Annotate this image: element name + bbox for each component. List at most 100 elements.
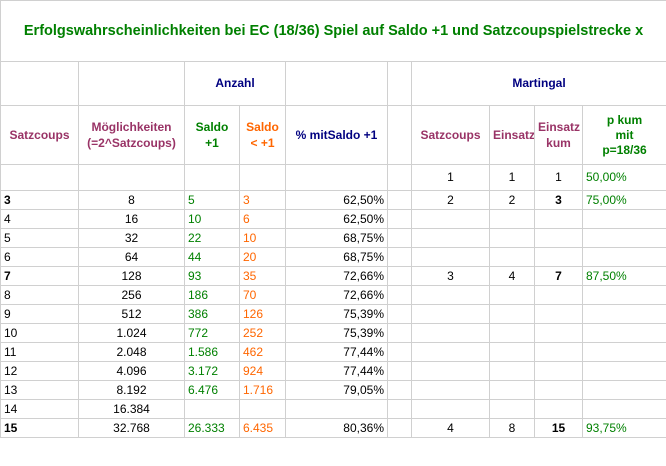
cell-spacer[interactable] xyxy=(387,190,412,210)
cell-saldo-minus[interactable]: 1.716 xyxy=(239,380,286,400)
cell-moeglichkeiten[interactable]: 16 xyxy=(78,209,185,229)
cell-saldo-minus[interactable]: 924 xyxy=(239,361,286,381)
cell-saldo-minus[interactable]: 126 xyxy=(239,304,286,324)
cell-einsatz[interactable] xyxy=(489,285,535,305)
cell-pct-saldo[interactable]: 75,39% xyxy=(285,323,388,343)
cell[interactable] xyxy=(285,61,388,106)
cell-pct-saldo[interactable]: 68,75% xyxy=(285,247,388,267)
cell-einsatz-kum[interactable] xyxy=(534,247,583,267)
cell-martingal-satzcoups[interactable] xyxy=(411,285,490,305)
cell-saldo-minus[interactable]: 6 xyxy=(239,209,286,229)
cell-saldo-plus[interactable] xyxy=(184,164,240,191)
cell-satzcoups[interactable]: 5 xyxy=(0,228,79,248)
cell-einsatz-kum[interactable] xyxy=(534,285,583,305)
cell-moeglichkeiten[interactable]: 1.024 xyxy=(78,323,185,343)
cell-moeglichkeiten[interactable]: 256 xyxy=(78,285,185,305)
cell-einsatz[interactable]: 2 xyxy=(489,190,535,210)
cell-martingal-satzcoups[interactable]: 3 xyxy=(411,266,490,286)
cell-satzcoups[interactable]: 14 xyxy=(0,399,79,419)
cell-einsatz-kum[interactable] xyxy=(534,323,583,343)
cell-p-kum[interactable] xyxy=(581,380,666,400)
cell-moeglichkeiten[interactable]: 8.192 xyxy=(78,380,185,400)
cell-saldo-minus[interactable]: 20 xyxy=(239,247,286,267)
cell-p-kum[interactable] xyxy=(581,342,666,362)
cell-pct-saldo[interactable]: 62,50% xyxy=(285,209,388,229)
cell-einsatz[interactable] xyxy=(489,380,535,400)
cell-pct-saldo[interactable]: 77,44% xyxy=(285,361,388,381)
cell-einsatz-kum[interactable] xyxy=(534,361,583,381)
header-saldo-plus[interactable]: Saldo +1 xyxy=(184,105,240,165)
cell-pct-saldo[interactable]: 77,44% xyxy=(285,342,388,362)
cell-satzcoups[interactable]: 4 xyxy=(0,209,79,229)
cell-satzcoups[interactable]: 11 xyxy=(0,342,79,362)
cell-satzcoups[interactable]: 3 xyxy=(0,190,79,210)
cell-einsatz[interactable] xyxy=(489,342,535,362)
header-martingal-satzcoups[interactable]: Satzcoups xyxy=(411,105,490,165)
group-header-martingal[interactable]: Martingal xyxy=(410,61,666,106)
cell-spacer[interactable] xyxy=(387,361,412,381)
cell-einsatz-kum[interactable] xyxy=(534,304,583,324)
cell-einsatz[interactable]: 1 xyxy=(489,164,535,191)
cell-satzcoups[interactable]: 15 xyxy=(0,418,79,438)
cell-pct-saldo[interactable] xyxy=(285,164,388,191)
cell-martingal-satzcoups[interactable]: 1 xyxy=(411,164,490,191)
cell-martingal-satzcoups[interactable] xyxy=(411,323,490,343)
cell-saldo-minus[interactable]: 35 xyxy=(239,266,286,286)
cell-pct-saldo[interactable] xyxy=(285,399,388,419)
cell-martingal-satzcoups[interactable] xyxy=(411,399,490,419)
cell-spacer[interactable] xyxy=(387,323,412,343)
cell-spacer[interactable] xyxy=(387,380,412,400)
cell[interactable] xyxy=(78,61,185,106)
cell-satzcoups[interactable]: 7 xyxy=(0,266,79,286)
cell-satzcoups[interactable]: 12 xyxy=(0,361,79,381)
cell-einsatz-kum[interactable] xyxy=(534,380,583,400)
cell-saldo-minus[interactable] xyxy=(239,164,286,191)
header-saldo-minus[interactable]: Saldo < +1 xyxy=(239,105,286,165)
cell-satzcoups[interactable]: 9 xyxy=(0,304,79,324)
header-einsatz-kum[interactable]: Einsatz kum xyxy=(534,105,583,165)
cell-spacer[interactable] xyxy=(387,247,412,267)
cell-moeglichkeiten[interactable]: 4.096 xyxy=(78,361,185,381)
cell-saldo-minus[interactable]: 252 xyxy=(239,323,286,343)
cell-moeglichkeiten[interactable]: 64 xyxy=(78,247,185,267)
cell-moeglichkeiten[interactable]: 512 xyxy=(78,304,185,324)
cell-satzcoups[interactable]: 13 xyxy=(0,380,79,400)
cell-spacer[interactable] xyxy=(387,285,412,305)
cell-einsatz-kum[interactable]: 15 xyxy=(534,418,583,438)
cell-pct-saldo[interactable]: 72,66% xyxy=(285,266,388,286)
cell-moeglichkeiten[interactable]: 32 xyxy=(78,228,185,248)
cell-einsatz[interactable] xyxy=(489,209,535,229)
cell-einsatz[interactable] xyxy=(489,399,535,419)
cell-saldo-plus[interactable]: 22 xyxy=(184,228,240,248)
cell[interactable] xyxy=(0,61,79,106)
group-header-anzahl[interactable]: Anzahl xyxy=(184,61,286,106)
cell-saldo-minus[interactable]: 462 xyxy=(239,342,286,362)
cell-satzcoups[interactable]: 10 xyxy=(0,323,79,343)
cell-einsatz[interactable]: 4 xyxy=(489,266,535,286)
cell-martingal-satzcoups[interactable] xyxy=(411,228,490,248)
cell-martingal-satzcoups[interactable] xyxy=(411,247,490,267)
cell-p-kum[interactable] xyxy=(581,304,666,324)
cell-einsatz[interactable] xyxy=(489,304,535,324)
cell[interactable] xyxy=(387,105,412,165)
cell-saldo-plus[interactable]: 10 xyxy=(184,209,240,229)
cell-einsatz-kum[interactable] xyxy=(534,342,583,362)
cell-saldo-plus[interactable]: 386 xyxy=(184,304,240,324)
cell-pct-saldo[interactable]: 80,36% xyxy=(285,418,388,438)
cell-einsatz-kum[interactable] xyxy=(534,228,583,248)
cell-martingal-satzcoups[interactable]: 2 xyxy=(411,190,490,210)
cell-p-kum[interactable] xyxy=(581,285,666,305)
cell-martingal-satzcoups[interactable] xyxy=(411,342,490,362)
cell-p-kum[interactable]: 75,00% xyxy=(581,190,666,210)
cell-martingal-satzcoups[interactable] xyxy=(411,380,490,400)
cell-saldo-plus[interactable]: 6.476 xyxy=(184,380,240,400)
cell-p-kum[interactable] xyxy=(581,209,666,229)
cell-moeglichkeiten[interactable]: 8 xyxy=(78,190,185,210)
cell-spacer[interactable] xyxy=(387,164,412,191)
cell-p-kum[interactable] xyxy=(581,399,666,419)
cell-p-kum[interactable]: 87,50% xyxy=(581,266,666,286)
cell-einsatz-kum[interactable] xyxy=(534,399,583,419)
cell-saldo-plus[interactable]: 3.172 xyxy=(184,361,240,381)
cell-spacer[interactable] xyxy=(387,209,412,229)
cell-spacer[interactable] xyxy=(387,342,412,362)
